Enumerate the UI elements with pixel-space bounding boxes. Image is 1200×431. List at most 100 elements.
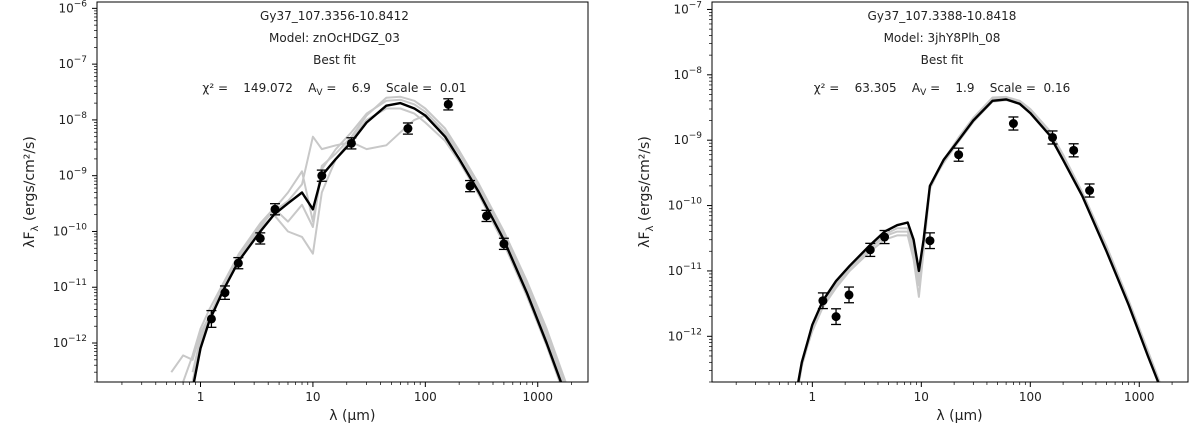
title-line-2: Model: 3jhY8Plh_08 xyxy=(884,31,1001,45)
y-tick-label: 10−10 xyxy=(53,222,88,238)
x-tick-label: 1 xyxy=(809,390,817,404)
y-tick-base: 10 xyxy=(53,224,68,238)
scale-label: Scale = xyxy=(990,81,1044,95)
data-point xyxy=(1069,145,1079,155)
y-tick-exponent: −11 xyxy=(68,278,87,288)
x-tick-label: 10 xyxy=(914,390,929,404)
y-tick-exponent: −8 xyxy=(689,66,703,76)
y-tick-label: 10−9 xyxy=(58,167,87,183)
y-axis-label-main: λF xyxy=(22,231,38,247)
data-point xyxy=(880,232,890,242)
data-point xyxy=(233,258,243,268)
x-axis-label: λ (μm) xyxy=(936,408,982,424)
data-point xyxy=(481,211,491,221)
data-point xyxy=(206,314,216,324)
y-axis-label: λFλ (ergs/cm²/s) xyxy=(22,136,41,248)
y-tick-exponent: −10 xyxy=(683,197,702,207)
y-axis-label-sub: λ xyxy=(30,225,41,231)
y-tick-exponent: −10 xyxy=(68,222,87,232)
scale-value: 0.01 xyxy=(440,81,467,95)
y-tick-label: 10−9 xyxy=(673,131,702,147)
data-point xyxy=(346,138,356,148)
y-tick-base: 10 xyxy=(58,113,73,127)
data-point xyxy=(818,296,828,306)
data-point xyxy=(499,239,509,249)
y-tick-exponent: −7 xyxy=(74,55,87,65)
x-axis-label: λ (μm) xyxy=(329,408,375,424)
y-tick-label: 10−8 xyxy=(58,111,87,127)
data-point xyxy=(255,233,265,243)
y-tick-base: 10 xyxy=(53,280,68,294)
x-tick-label: 1000 xyxy=(1124,390,1155,404)
title-line-2: Model: znOcHDGZ_03 xyxy=(269,31,400,45)
y-axis-label-main: λF xyxy=(637,231,653,247)
plot-frame xyxy=(96,1,589,383)
y-tick-label: 10−10 xyxy=(668,197,703,213)
av-label: A xyxy=(308,81,317,95)
alternate-model-line xyxy=(798,95,1161,382)
data-point xyxy=(403,124,413,134)
alternate-model-line xyxy=(170,95,567,382)
data-point xyxy=(1008,119,1018,129)
sed-plot-right: 10−12 10−11 10−10 10−9 10−8 10−7 1 10 100 1000 Gy3… xyxy=(600,0,1200,427)
y-tick-exponent: −12 xyxy=(68,334,87,344)
y-tick-base: 10 xyxy=(53,336,68,350)
alternate-model-line xyxy=(191,98,564,382)
y-tick-base: 10 xyxy=(673,68,688,82)
data-point xyxy=(831,312,841,322)
data-point xyxy=(317,171,327,181)
plot-frame xyxy=(711,1,1189,383)
y-tick-exponent: −9 xyxy=(689,131,703,141)
chi2-label: χ² = xyxy=(202,81,243,95)
best-fit-line xyxy=(797,98,1160,382)
y-tick-base: 10 xyxy=(58,57,73,71)
y-tick-base: 10 xyxy=(673,2,688,16)
av-value: = 6.9 xyxy=(323,81,386,95)
y-tick-exponent: −9 xyxy=(74,167,88,177)
av-value: = 1.9 xyxy=(926,81,989,95)
y-axis-label-unit: (ergs/cm²/s) xyxy=(22,136,38,225)
title-line-1: Gy37_107.3356-10.8412 xyxy=(260,9,409,23)
y-tick-exponent: −8 xyxy=(74,111,88,121)
alternate-model-line xyxy=(797,99,1160,382)
y-tick-base: 10 xyxy=(58,1,73,15)
y-tick-label: 10−12 xyxy=(53,334,87,350)
fit-stats: χ² = 63.305 AV = 1.9 Scale = 0.16 xyxy=(814,81,1071,98)
scale-label: Scale = xyxy=(386,81,440,95)
data-point xyxy=(443,99,453,109)
y-tick-exponent: −11 xyxy=(683,262,702,272)
av-subscript: V xyxy=(316,88,323,98)
av-subscript: V xyxy=(920,88,927,98)
y-tick-label: 10−11 xyxy=(668,262,702,278)
y-tick-base: 10 xyxy=(668,329,683,343)
y-tick-label: 10−6 xyxy=(58,0,87,15)
data-point xyxy=(270,204,280,214)
y-tick-label: 10−7 xyxy=(58,55,87,71)
data-point xyxy=(1048,132,1058,142)
chi2-label: χ² = xyxy=(814,81,855,95)
x-tick-label: 1 xyxy=(197,390,205,404)
y-tick-base: 10 xyxy=(668,199,683,213)
y-tick-label: 10−12 xyxy=(668,327,702,343)
data-point xyxy=(844,290,854,300)
title-line-3: Best fit xyxy=(313,53,356,67)
y-axis-label-unit: (ergs/cm²/s) xyxy=(637,136,653,225)
y-tick-exponent: −7 xyxy=(689,0,702,10)
av-label: A xyxy=(912,81,921,95)
x-tick-label: 10 xyxy=(305,390,320,404)
y-tick-base: 10 xyxy=(668,264,683,278)
sed-plot-left: 10−12 10−11 10−10 10−9 10−8 10−7 10−6 1 10 100 100… xyxy=(0,0,590,427)
y-tick-base: 10 xyxy=(673,133,688,147)
y-tick-label: 10−8 xyxy=(673,66,702,82)
chi2-value: 63.305 xyxy=(855,81,912,95)
x-tick-label: 100 xyxy=(1019,390,1042,404)
data-point xyxy=(954,150,964,160)
y-tick-label: 10−7 xyxy=(673,0,702,16)
title-line-1: Gy37_107.3388-10.8418 xyxy=(868,9,1017,23)
y-axis-label-sub: λ xyxy=(645,225,656,231)
x-tick-label: 100 xyxy=(414,390,437,404)
data-point xyxy=(465,181,475,191)
data-point xyxy=(925,236,935,246)
